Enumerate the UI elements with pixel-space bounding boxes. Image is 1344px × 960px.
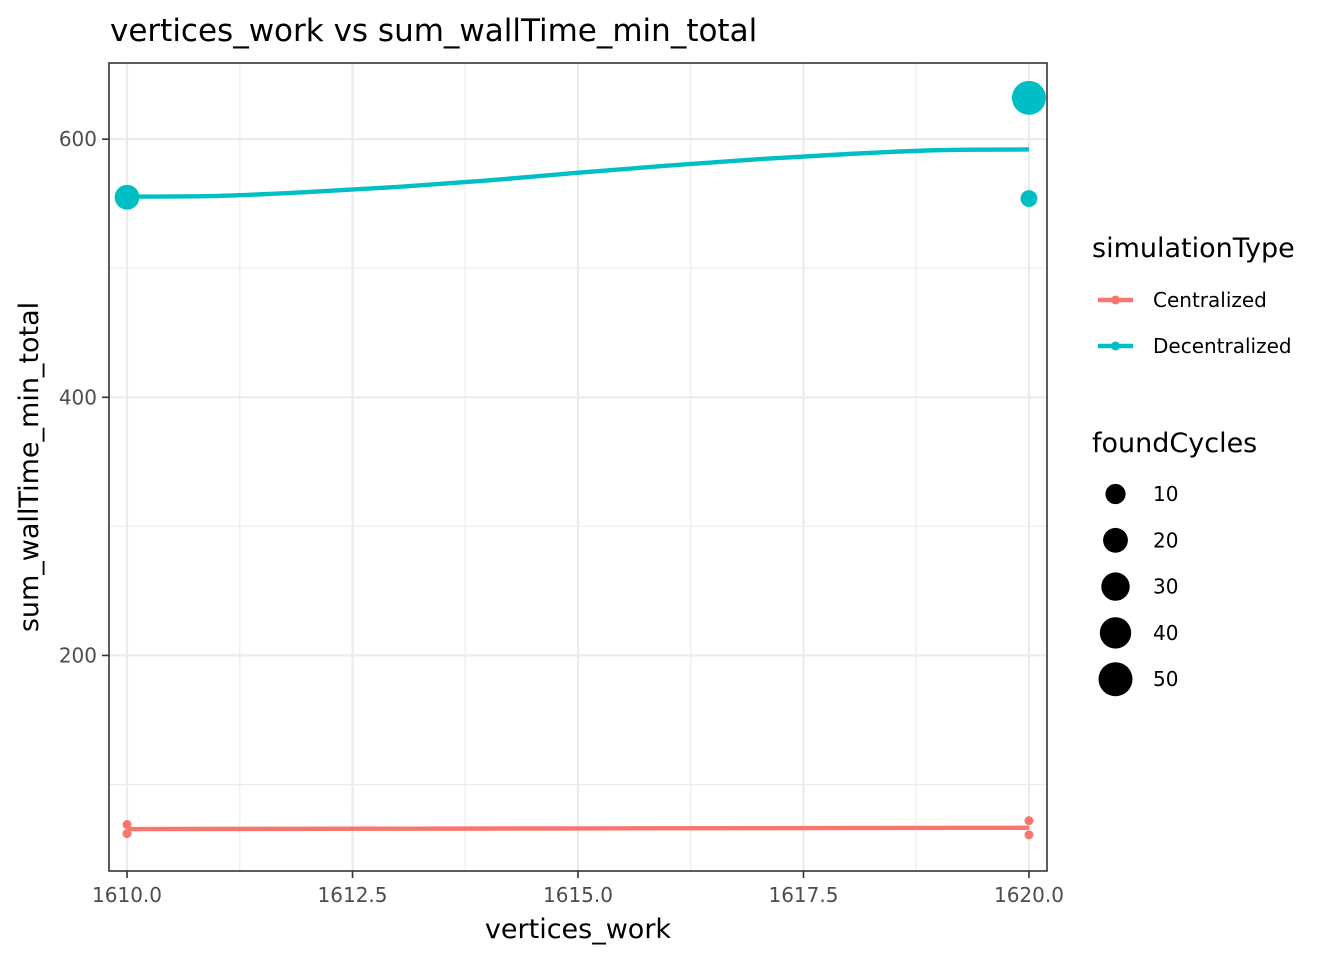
y-axis-title: sum_wallTime_min_total [14, 302, 45, 632]
size-legend-key [1099, 617, 1132, 649]
x-tick-label: 1612.5 [318, 883, 388, 907]
data-point-centralized [122, 829, 132, 839]
data-point-decentralized [114, 184, 140, 210]
size-legend-label: 30 [1153, 575, 1178, 599]
x-tick-label: 1610.0 [92, 883, 162, 907]
smooth-line-decentralized [127, 147, 1029, 199]
x-axis-ticks: 1610.0 1612.5 1615.0 1617.5 1620.0 [92, 871, 1064, 907]
y-tick-label: 400 [59, 385, 97, 409]
size-legend-item-10: 10 [1105, 482, 1178, 506]
chart-title: vertices_work vs sum_wallTime_min_total [110, 13, 757, 49]
size-legend-key [1105, 483, 1126, 505]
size-legend-item-30: 30 [1101, 572, 1178, 601]
x-tick-label: 1617.5 [768, 883, 838, 907]
data-point-decentralized [1011, 80, 1046, 115]
size-legend-label: 50 [1153, 667, 1178, 691]
y-tick-label: 600 [59, 127, 97, 151]
plot-area [108, 62, 1048, 872]
size-legend-item-50: 50 [1098, 662, 1178, 697]
size-legend-key [1101, 572, 1130, 601]
size-legend-title: foundCycles [1092, 428, 1257, 459]
size-legend-label: 20 [1153, 528, 1178, 552]
size-legend-item-20: 20 [1103, 527, 1178, 553]
legend-point-key [1111, 295, 1120, 305]
y-tick-label: 200 [59, 643, 97, 667]
data-point-centralized [1024, 830, 1034, 840]
x-tick-label: 1620.0 [994, 883, 1064, 907]
size-legend-item-40: 40 [1099, 617, 1178, 649]
color-legend-label: Centralized [1153, 288, 1267, 312]
data-points [114, 80, 1046, 840]
size-legend-key [1098, 662, 1133, 697]
color-legend-item-centralized: Centralized [1098, 288, 1267, 312]
x-tick-label: 1615.0 [543, 883, 613, 907]
data-point-centralized [1024, 816, 1034, 826]
color-legend: simulationType Centralized Decentralized [1092, 233, 1295, 358]
smooth-line-centralized [127, 825, 1029, 832]
color-legend-title: simulationType [1092, 233, 1295, 264]
color-legend-label: Decentralized [1153, 334, 1292, 358]
size-legend-label: 40 [1153, 621, 1178, 645]
data-point-decentralized [1020, 190, 1038, 207]
legend-point-key [1111, 341, 1120, 351]
x-axis-title: vertices_work [485, 914, 672, 945]
smooth-lines [127, 147, 1029, 832]
color-legend-item-decentralized: Decentralized [1098, 334, 1292, 358]
size-legend-label: 10 [1153, 482, 1178, 506]
data-point-centralized [122, 820, 132, 830]
size-legend-key [1103, 527, 1128, 553]
size-legend: foundCycles 10 20 30 40 50 [1092, 428, 1257, 697]
y-axis-ticks: 200 400 600 [59, 127, 109, 667]
